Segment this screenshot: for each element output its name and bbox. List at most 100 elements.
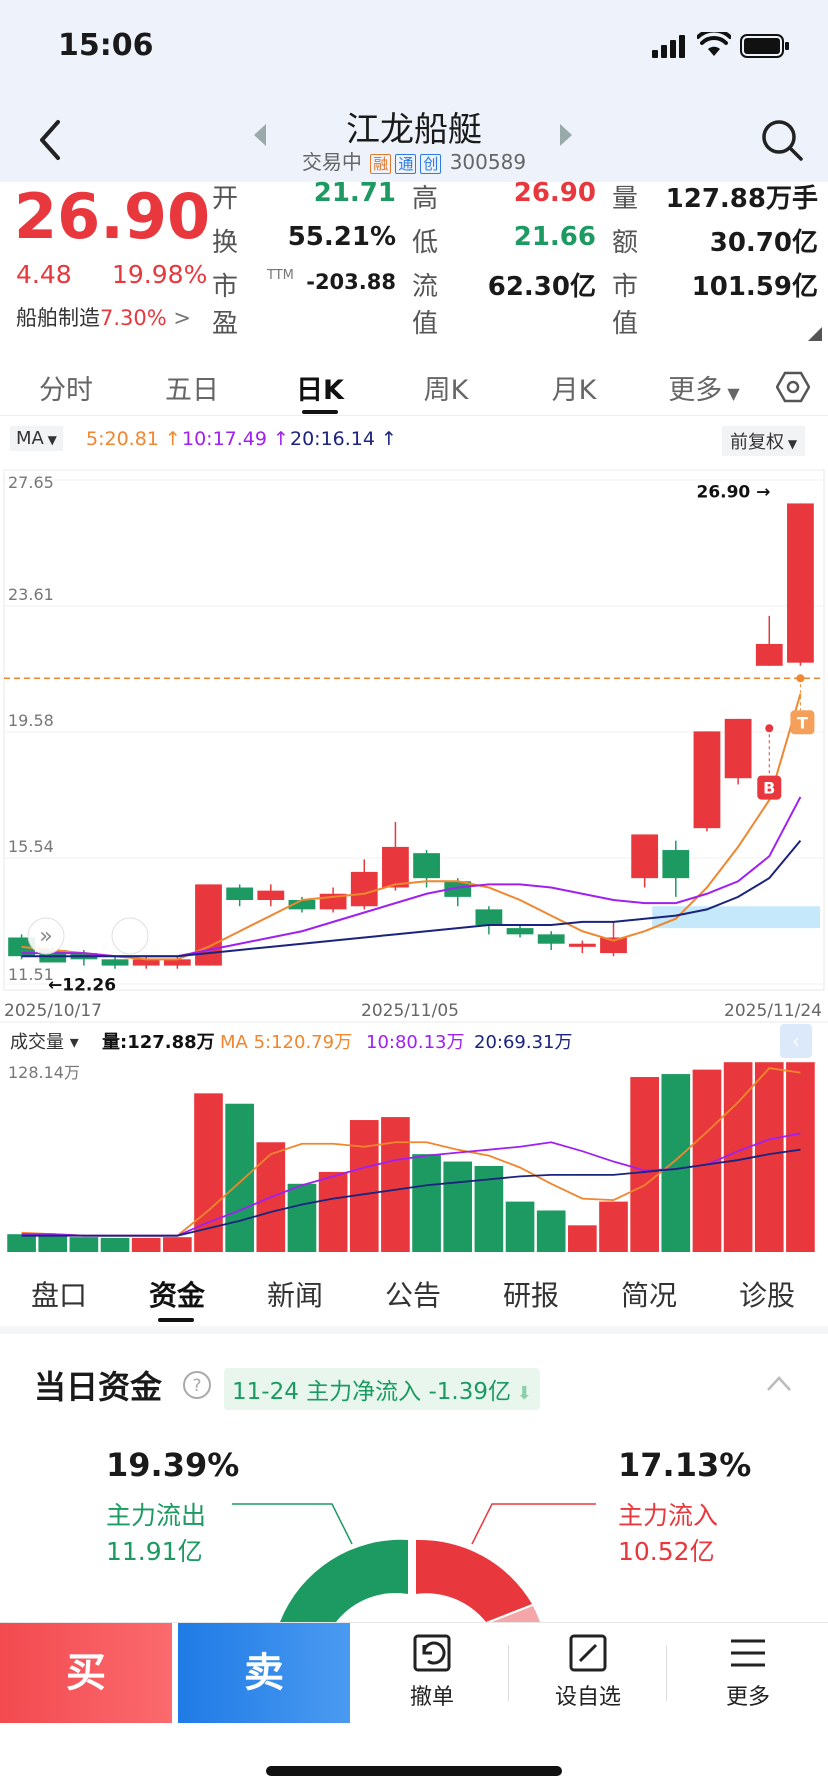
candle-body bbox=[382, 846, 409, 888]
y-tick-label: 15.54 bbox=[8, 837, 54, 856]
candle-body bbox=[257, 890, 285, 900]
fund-title: 当日资金 bbox=[34, 1368, 163, 1406]
quote-panel: 26.90 4.48 19.98% 船舶制造7.30% > 开 21.71 高 26.… bbox=[0, 178, 828, 352]
volume-ma10: 10:80.13万 bbox=[366, 1032, 465, 1053]
volume-current: 量:127.88万 bbox=[102, 1031, 215, 1053]
quote-value: 127.88万手 bbox=[665, 184, 818, 214]
trade-state: 交易中 bbox=[301, 150, 362, 174]
outflow-leader-line bbox=[232, 1503, 353, 1545]
info-tabs: 盘口 资金 新闻 公告 研报 简况 诊股 bbox=[0, 1270, 828, 1322]
expand-corner-icon[interactable] bbox=[808, 326, 822, 345]
candle-body bbox=[132, 959, 160, 966]
outflow-amount: 11.91亿 bbox=[106, 1537, 203, 1566]
fund-badge: 11-24 主力净流入 -1.39亿 ⬇ bbox=[224, 1368, 540, 1410]
info-tab-pankou[interactable]: 盘口 bbox=[30, 1279, 87, 1312]
candle-body bbox=[693, 731, 721, 829]
ma20-value: 20:16.14 ↑ bbox=[290, 428, 397, 450]
volume-bar bbox=[7, 1234, 36, 1252]
more-button[interactable]: 更多 bbox=[688, 1633, 808, 1711]
ma5-value: 5:20.81 ↑ bbox=[86, 428, 181, 450]
volume-chart[interactable]: 成交量 ▾ 量:127.88万 MA 5:120.79万 10:80.13万 20:69… bbox=[0, 1020, 828, 1258]
next-stock-icon[interactable] bbox=[558, 122, 574, 152]
quote-label: 开 bbox=[212, 184, 239, 214]
max-price-label: 26.90 → bbox=[696, 482, 770, 502]
sector-link[interactable]: 船舶制造7.30% > bbox=[16, 302, 191, 332]
quote-value: 21.71 bbox=[313, 178, 396, 208]
info-tab-notice[interactable]: 公告 bbox=[384, 1279, 441, 1312]
settings-hexagon-icon[interactable] bbox=[775, 370, 811, 408]
tab-wuri[interactable]: 五日 bbox=[165, 375, 219, 406]
take-marker-text: T bbox=[797, 713, 808, 732]
volume-max-label: 128.14万 bbox=[8, 1063, 80, 1082]
x-tick-label: 2025/11/05 bbox=[361, 1001, 459, 1020]
info-tab-news[interactable]: 新闻 bbox=[266, 1279, 323, 1312]
info-tab-diagnose[interactable]: 诊股 bbox=[738, 1279, 795, 1312]
adjust-selector[interactable]: 前复权 ▼ bbox=[722, 426, 806, 456]
volume-bar bbox=[69, 1237, 99, 1252]
signal-icon bbox=[652, 34, 688, 62]
quote-value: 62.30亿 bbox=[487, 272, 596, 302]
ma-selector[interactable]: MA ▼ bbox=[10, 426, 63, 451]
sector-pct: 7.30% bbox=[100, 306, 167, 330]
min-price-label: ←12.26 bbox=[48, 976, 116, 996]
chevron-left-icon: ‹ bbox=[792, 1029, 800, 1053]
status-bar: 15:06 bbox=[0, 0, 828, 100]
help-icon[interactable]: ? bbox=[182, 1370, 212, 1404]
ma20-text: 20:16.14 bbox=[290, 428, 375, 450]
info-tab-research[interactable]: 研报 bbox=[502, 1279, 559, 1312]
volume-bar bbox=[661, 1074, 691, 1252]
caret-down-icon: ▼ bbox=[43, 433, 57, 447]
volume-bar bbox=[318, 1171, 348, 1252]
candle-body bbox=[288, 900, 316, 910]
collapse-icon[interactable] bbox=[766, 1374, 792, 1396]
tab-more[interactable]: 更多 ▼ bbox=[654, 368, 754, 407]
ma10-value: 10:17.49 ↑ bbox=[182, 428, 289, 450]
volume-bar bbox=[412, 1154, 441, 1252]
volume-bar bbox=[131, 1237, 161, 1252]
volume-bar bbox=[630, 1077, 659, 1252]
sell-button[interactable]: 卖 bbox=[178, 1623, 350, 1723]
sell-label: 卖 bbox=[244, 1650, 284, 1696]
tab-zhouk[interactable]: 周K bbox=[423, 375, 469, 406]
buy-button[interactable]: 买 bbox=[0, 1623, 172, 1723]
candle-body bbox=[8, 937, 35, 957]
pe-ttm-sup: TTM bbox=[267, 268, 294, 283]
volume-bar bbox=[287, 1183, 317, 1252]
tab-fenshi[interactable]: 分时 bbox=[39, 375, 93, 406]
volume-bar bbox=[786, 1062, 815, 1252]
ma-bar: MA ▼ 5:20.81 ↑ 10:17.49 ↑ 20:16.14 ↑ 前复权… bbox=[0, 420, 828, 464]
ma-label: MA bbox=[16, 428, 44, 449]
quote-value: -203.88 bbox=[306, 270, 396, 294]
x-tick-label: 2025/10/17 bbox=[4, 1001, 102, 1020]
add-watchlist-label: 设自选 bbox=[554, 1685, 621, 1710]
chevron-right-icon: > bbox=[166, 306, 191, 330]
more-label: 更多 bbox=[725, 1685, 770, 1710]
price-change-pct: 19.98% bbox=[112, 260, 208, 289]
tab-yuek[interactable]: 月K bbox=[551, 375, 597, 406]
candle-body bbox=[350, 871, 378, 907]
volume-ma20-line bbox=[21, 1148, 801, 1237]
volume-bar bbox=[349, 1120, 379, 1252]
quote-value: 101.59亿 bbox=[691, 272, 818, 302]
ma10-text: 10:17.49 bbox=[182, 428, 267, 450]
search-icon[interactable] bbox=[760, 118, 804, 166]
kline-chart[interactable]: 27.65 23.61 19.58 15.54 11.51 26.90 → ←12.26 B T… bbox=[0, 466, 828, 1020]
add-watchlist-button[interactable]: 设自选 bbox=[528, 1633, 648, 1711]
inflow-pct: 17.13% bbox=[618, 1446, 752, 1484]
volume-bar bbox=[599, 1201, 628, 1252]
cancel-order-button[interactable]: 撤单 bbox=[372, 1633, 492, 1711]
tab-more-label: 更多 bbox=[668, 375, 723, 406]
prev-stock-icon[interactable] bbox=[252, 122, 268, 152]
y-tick-label: 23.61 bbox=[8, 585, 54, 604]
volume-title: 成交量 ▾ bbox=[10, 1032, 79, 1053]
back-icon[interactable] bbox=[36, 118, 66, 166]
info-tab-zijin[interactable]: 资金 bbox=[148, 1279, 205, 1312]
arrow-down-icon: ⬇ bbox=[510, 1383, 532, 1404]
tab-rik[interactable]: 日K bbox=[296, 375, 344, 406]
adjust-label: 前复权 bbox=[730, 432, 784, 453]
quote-label: 额 bbox=[612, 228, 639, 258]
info-tab-profile[interactable]: 简况 bbox=[620, 1279, 677, 1312]
fund-badge-text: 11-24 主力净流入 -1.39亿 bbox=[232, 1379, 511, 1405]
buy-label: 买 bbox=[66, 1650, 106, 1696]
menu-icon bbox=[731, 1639, 765, 1667]
